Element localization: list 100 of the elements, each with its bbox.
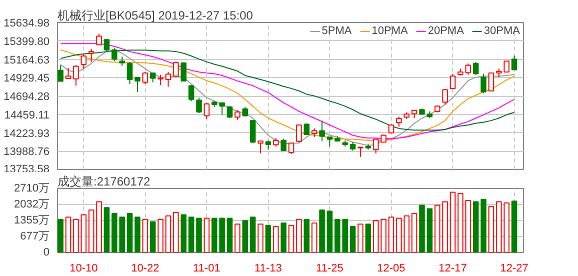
bar	[450, 192, 456, 252]
bar	[58, 218, 64, 252]
bar	[365, 224, 372, 252]
candlestick	[358, 146, 364, 158]
bar	[180, 214, 186, 252]
y-tick-label: 2032万	[14, 198, 50, 211]
candlestick	[73, 64, 79, 86]
candlestick	[96, 33, 102, 46]
bar	[250, 216, 256, 252]
bar	[296, 218, 302, 252]
bar	[411, 213, 418, 252]
chart-title: 成交量:21760172	[58, 174, 151, 188]
x-tick-label: 10-22	[131, 262, 160, 274]
bar	[134, 216, 140, 252]
bar	[126, 213, 133, 252]
y-tick-label: 13988.76	[4, 146, 50, 158]
candlestick	[511, 55, 518, 70]
candlestick	[65, 67, 72, 80]
bar	[280, 222, 286, 252]
candlestick	[150, 72, 156, 83]
candlestick	[480, 73, 486, 94]
candlestick	[142, 72, 148, 84]
bar	[319, 209, 325, 252]
x-tick-label: 11-13	[254, 262, 282, 274]
bar	[265, 224, 272, 252]
y-tick-label: 14459.11	[4, 109, 50, 122]
bar	[80, 214, 87, 252]
x-tick-label: 12-05	[377, 262, 406, 274]
candlestick	[472, 61, 479, 76]
candlestick	[488, 72, 494, 92]
bar	[234, 224, 240, 252]
candlestick	[396, 116, 402, 128]
candlestick	[226, 106, 233, 119]
y-tick-label: 14929.45	[4, 72, 50, 85]
candlestick	[80, 54, 87, 70]
bar	[204, 218, 210, 252]
bar	[242, 220, 248, 252]
y-tick-label: 15399.80	[4, 36, 50, 48]
y-tick-label: 2710万	[14, 182, 50, 194]
bar	[358, 224, 364, 252]
bar	[142, 218, 148, 252]
candlestick	[104, 38, 110, 52]
candlestick	[442, 88, 448, 106]
candlestick	[158, 74, 164, 86]
candlestick	[288, 142, 294, 155]
bar	[488, 206, 494, 252]
bar	[258, 224, 264, 252]
candlestick	[258, 140, 264, 154]
bar	[65, 216, 72, 252]
bar	[380, 218, 386, 252]
candlestick	[173, 61, 179, 78]
bar	[372, 220, 379, 252]
bar	[165, 215, 172, 252]
bar	[388, 216, 394, 252]
chart-title: 机械行业[BK0545] 2019-12-27 15:00	[58, 8, 254, 22]
x-tick-label: 11-01	[193, 262, 220, 274]
bar	[426, 208, 433, 252]
x-tick-label: 11-25	[316, 262, 344, 274]
candlestick	[265, 140, 272, 150]
y-tick-label: 0	[43, 246, 50, 258]
candlestick	[319, 120, 325, 142]
y-tick-label: 15634.98	[4, 18, 50, 30]
x-tick-label: 10-10	[70, 262, 98, 274]
candlestick	[326, 136, 333, 147]
candlestick	[204, 102, 210, 120]
candlestick	[134, 77, 140, 92]
bar	[188, 216, 194, 252]
bar	[311, 222, 318, 252]
candlestick	[196, 97, 202, 114]
bar	[104, 207, 110, 252]
bar	[96, 201, 102, 252]
y-tick-label: 14694.28	[4, 91, 50, 103]
bar	[326, 210, 333, 252]
legend-label: 10PMA	[372, 25, 408, 37]
bar	[304, 218, 310, 252]
bar	[150, 221, 156, 252]
candlestick	[250, 119, 256, 144]
bar	[73, 218, 79, 252]
x-tick-label: 12-17	[438, 262, 467, 274]
bar	[273, 226, 279, 252]
candlestick	[165, 72, 172, 88]
y-tick-label: 677万	[20, 230, 50, 243]
legend-label: 5PMA	[322, 25, 352, 37]
bar	[88, 209, 94, 252]
bar	[158, 218, 164, 252]
candlestick	[180, 62, 186, 82]
legend-label: 20PMA	[428, 25, 464, 37]
candlestick	[372, 138, 379, 154]
candlestick	[304, 122, 310, 136]
bar	[288, 224, 294, 252]
legend-label: 30PMA	[484, 25, 520, 37]
candlestick	[119, 56, 125, 66]
y-tick-label: 15164.63	[4, 54, 50, 66]
bar	[196, 218, 202, 252]
bar	[419, 204, 425, 252]
candlestick	[234, 110, 240, 120]
bar	[350, 226, 356, 252]
candlestick	[88, 48, 94, 62]
bar	[480, 198, 486, 252]
bar	[472, 201, 479, 252]
